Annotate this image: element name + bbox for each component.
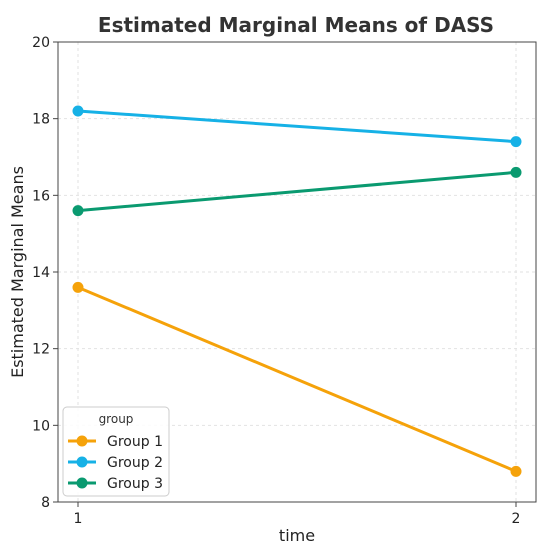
- x-tick-label: 2: [512, 511, 521, 527]
- legend-entry: Group 2: [68, 455, 163, 471]
- data-point: [510, 136, 522, 148]
- legend-entries: Group 1 Group 2 Group 3: [68, 434, 163, 492]
- y-tick-label: 20: [32, 35, 50, 51]
- series-lines: [72, 105, 522, 477]
- data-point: [72, 105, 84, 117]
- legend-marker: [76, 456, 88, 468]
- series-3: [72, 166, 522, 217]
- series-1: [72, 281, 522, 477]
- legend-box: [62, 406, 170, 497]
- y-tick-label: 10: [32, 418, 50, 434]
- chart-title: Estimated Marginal Means of DASS: [98, 13, 494, 37]
- legend-label: Group 1: [107, 434, 163, 450]
- legend: group Group 1 Group 2 Group 3: [62, 406, 170, 497]
- data-point: [72, 205, 84, 217]
- legend-title: group: [99, 412, 134, 426]
- y-axis-label: Estimated Marginal Means: [8, 166, 27, 378]
- legend-entry: Group 1: [68, 434, 163, 450]
- y-tick-label: 18: [32, 112, 50, 128]
- series-line: [76, 170, 518, 213]
- data-point: [510, 465, 522, 477]
- y-tick-label: 8: [41, 495, 50, 511]
- legend-marker: [76, 435, 88, 447]
- legend-label: Group 3: [107, 476, 163, 492]
- legend-marker: [76, 477, 88, 489]
- legend-entry: Group 3: [68, 476, 163, 492]
- y-tick-label: 12: [32, 342, 50, 358]
- y-tick-label: 16: [32, 188, 50, 204]
- y-tick-label: 14: [32, 265, 50, 281]
- data-point: [72, 281, 84, 293]
- x-tick-label: 1: [74, 511, 83, 527]
- series-2: [72, 105, 522, 148]
- series-line: [76, 285, 518, 473]
- data-point: [510, 166, 522, 178]
- x-axis-label: time: [279, 526, 315, 545]
- series-line: [76, 109, 518, 144]
- legend-label: Group 2: [107, 455, 163, 471]
